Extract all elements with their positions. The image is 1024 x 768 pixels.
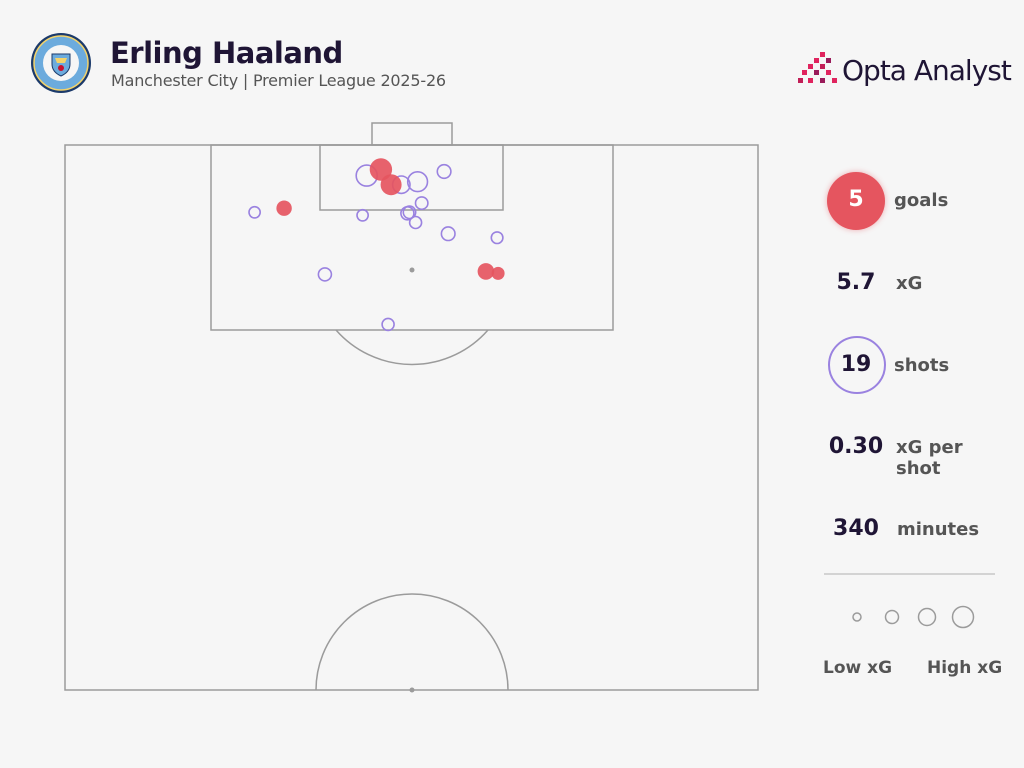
shot-marker-9 [440,226,456,242]
legend-size-4-icon [951,605,975,629]
shots-label: shots [894,355,950,376]
legend-size-1-icon [852,612,862,622]
centre-circle [315,593,509,691]
stat-goals: 5 goals [822,171,1012,231]
stat-minutes: 340 minutes [822,508,1012,568]
shot-map-pitch [64,122,759,693]
shot-marker-icon [828,336,886,394]
legend-size-2-icon [884,609,900,625]
goals-value: 5 [848,187,864,212]
shot-marker-11 [248,205,261,219]
shot-marker-3 [406,171,429,193]
xg-value: 5.7 [836,270,876,295]
stats-divider [824,573,995,575]
goal [371,122,453,146]
goal-marker-3 [276,200,292,216]
pitch-lines [64,122,759,691]
xg-per-shot-label: xG per shot [896,437,963,479]
shot-marker-7 [402,205,417,220]
legend-low-xg-label: Low xG [823,658,893,678]
manchester-city-crest-icon [31,33,91,93]
xg-per-shot-value: 0.30 [828,434,884,459]
shot-marker-12 [356,208,369,222]
penalty-spot [409,267,415,273]
goal-marker-4 [477,263,495,280]
xg-size-legend [852,605,975,629]
goal-marker-1 [369,158,393,181]
shots-value: 19 [840,352,872,377]
legend-size-3-icon [917,607,937,627]
shot-markers [248,158,505,332]
goals-label: goals [894,190,949,211]
brand-name: Opta Analyst [842,54,1012,87]
shot-marker-13 [317,267,333,282]
stat-shots: 19 shots [822,335,1012,395]
minutes-value: 340 [833,516,879,541]
goal-marker-5 [491,266,505,280]
shot-marker-10 [490,231,504,245]
minutes-label: minutes [897,519,980,540]
stat-xg: 5.7 xG [822,262,1012,322]
goal-marker-icon [827,172,885,230]
opta-logo-icon [798,52,837,83]
penalty-arc [335,329,489,366]
stat-xg-per-shot: 0.30 xG per shot [822,426,1012,486]
shot-marker-5 [414,196,429,211]
xg-label: xG [896,273,923,294]
shot-marker-14 [381,317,395,332]
goal-marker-2 [380,174,402,196]
shot-marker-4 [436,163,452,180]
centre-spot [409,687,415,693]
opta-analyst-logo: Opta Analyst [798,50,1012,90]
six-yard-box [319,144,504,211]
player-name: Erling Haaland [110,36,343,70]
legend-high-xg-label: High xG [927,658,1003,678]
team-competition-subtitle: Manchester City | Premier League 2025-26 [111,71,446,90]
shot-marker-8 [408,215,423,230]
